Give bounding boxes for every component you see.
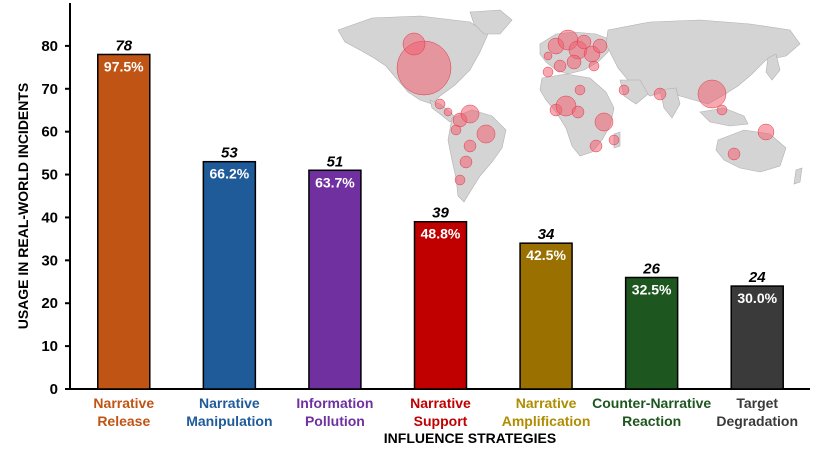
bar	[730, 285, 784, 390]
bar-percent-label: 63.7%	[315, 174, 355, 190]
y-tick-label: 70	[41, 81, 58, 98]
bar-count-label: 78	[115, 37, 132, 54]
x-category-label: Narrative Release	[93, 395, 154, 429]
x-category-label: Information Pollution	[296, 395, 373, 429]
y-tick-label: 40	[41, 209, 58, 226]
bar-count-label: 24	[748, 269, 766, 286]
bar-count-label: 34	[538, 226, 555, 243]
bar	[624, 276, 679, 390]
bars-group	[97, 53, 784, 390]
bar	[308, 169, 362, 390]
y-tick-label: 10	[41, 338, 58, 355]
y-tick-label: 50	[41, 167, 58, 184]
bar-count-label: 53	[221, 145, 238, 162]
x-axis-title: INFLUENCE STRATEGIES	[384, 430, 556, 446]
world-map-inset	[337, 9, 803, 203]
bar-percent-label: 42.5%	[526, 247, 566, 263]
bar	[202, 160, 257, 390]
map-incident-bubbles	[396, 29, 775, 186]
x-category-label: Narrative Support	[410, 395, 471, 429]
bar-percent-label: 66.2%	[210, 166, 250, 182]
bar	[519, 242, 573, 390]
bar-percent-label: 30.0%	[737, 290, 777, 306]
bar-percent-label: 32.5%	[632, 281, 672, 297]
bar-count-label: 39	[432, 205, 449, 222]
bar	[413, 220, 468, 390]
y-axis-title: USAGE IN REAL-WORLD INCIDENTS	[15, 83, 31, 330]
x-category-label: Target Degradation	[716, 395, 798, 429]
y-tick-label: 20	[41, 295, 58, 312]
bar-count-label: 26	[642, 260, 660, 277]
y-axis: 0 10 20 30 40 50 60 70 80	[41, 3, 71, 398]
x-category-label: Counter-Narrative Reaction	[592, 395, 711, 429]
bar-percent-label: 48.8%	[421, 226, 461, 242]
x-category-label: Narrative Manipulation	[186, 395, 272, 429]
y-tick-label: 0	[50, 381, 58, 398]
bar	[97, 53, 151, 390]
y-tick-label: 60	[41, 124, 58, 141]
y-tick-label: 30	[41, 252, 58, 269]
y-tick-label: 80	[41, 38, 58, 55]
bar-percent-label: 97.5%	[104, 58, 144, 74]
x-category-label: Narrative Amplification	[502, 395, 591, 429]
bar-count-label: 51	[327, 153, 344, 170]
labels-group: 78 97.5% Narrative Release 53 66.2% Narrative M…	[93, 37, 798, 429]
